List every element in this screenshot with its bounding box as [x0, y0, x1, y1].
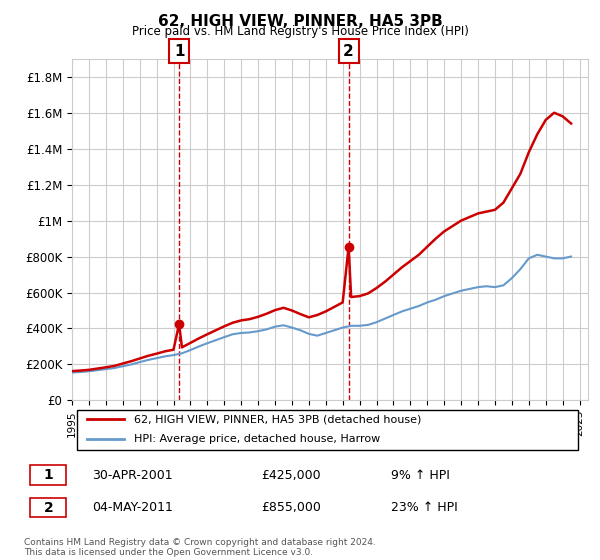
- Text: 62, HIGH VIEW, PINNER, HA5 3PB (detached house): 62, HIGH VIEW, PINNER, HA5 3PB (detached…: [134, 414, 421, 424]
- Text: 62, HIGH VIEW, PINNER, HA5 3PB: 62, HIGH VIEW, PINNER, HA5 3PB: [158, 14, 442, 29]
- Text: 1: 1: [174, 44, 184, 59]
- Text: HPI: Average price, detached house, Harrow: HPI: Average price, detached house, Harr…: [134, 434, 380, 444]
- Text: 23% ↑ HPI: 23% ↑ HPI: [391, 501, 457, 514]
- Text: 30-APR-2001: 30-APR-2001: [92, 469, 172, 482]
- Text: 9% ↑ HPI: 9% ↑ HPI: [391, 469, 449, 482]
- Text: 04-MAY-2011: 04-MAY-2011: [92, 501, 173, 514]
- Text: 1: 1: [43, 468, 53, 482]
- Text: 2: 2: [43, 501, 53, 515]
- Text: £425,000: £425,000: [261, 469, 320, 482]
- Text: Contains HM Land Registry data © Crown copyright and database right 2024.
This d: Contains HM Land Registry data © Crown c…: [24, 538, 376, 557]
- Text: Price paid vs. HM Land Registry's House Price Index (HPI): Price paid vs. HM Land Registry's House …: [131, 25, 469, 38]
- Text: £855,000: £855,000: [261, 501, 321, 514]
- FancyBboxPatch shape: [29, 465, 66, 485]
- Text: 2: 2: [343, 44, 354, 59]
- FancyBboxPatch shape: [77, 410, 578, 450]
- FancyBboxPatch shape: [29, 498, 66, 517]
